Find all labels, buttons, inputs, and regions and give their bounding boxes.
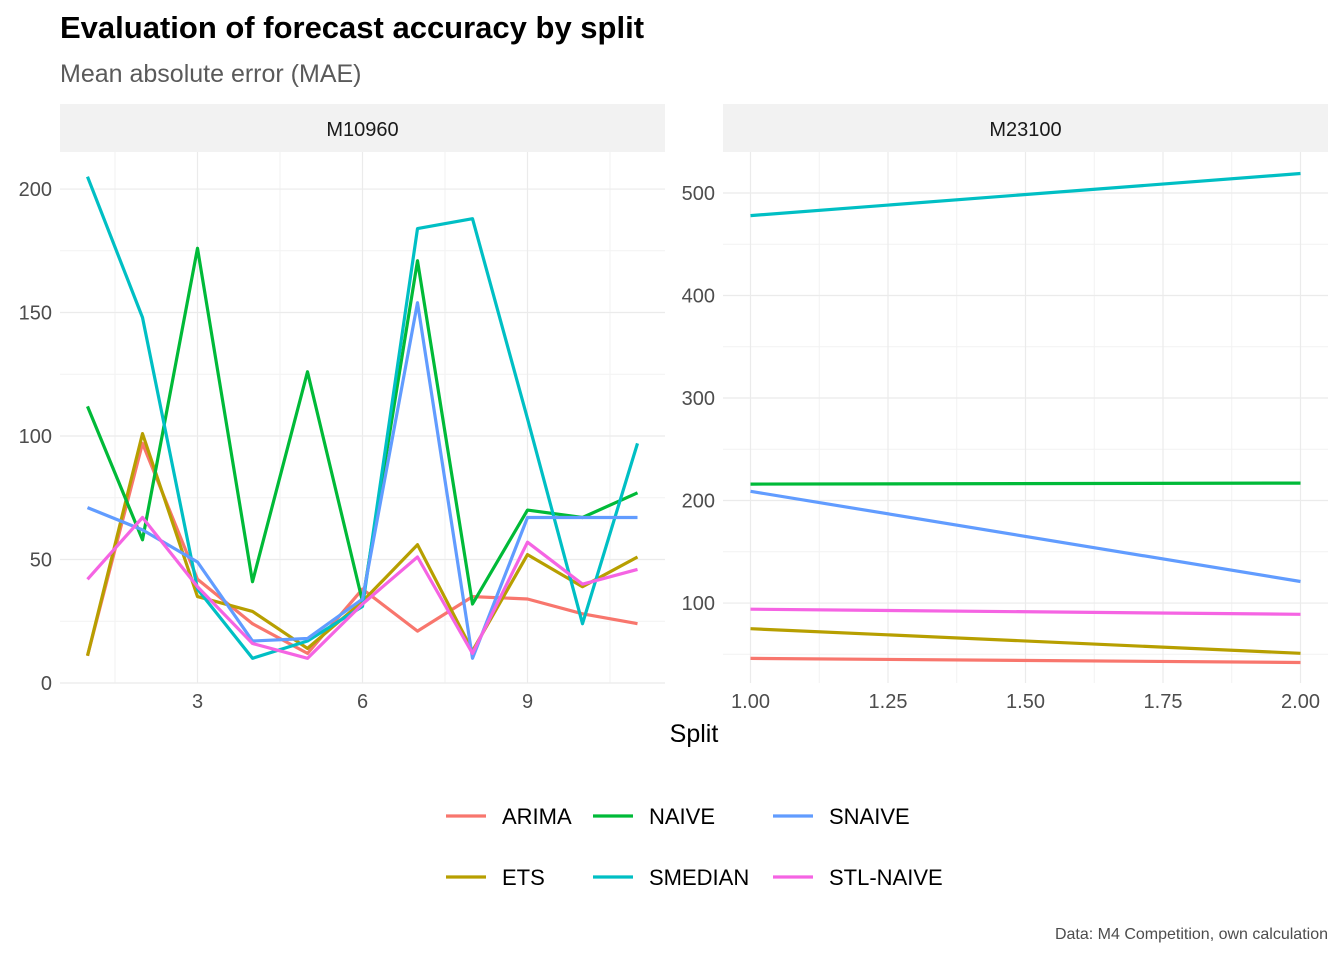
series-line-smedian — [750, 171, 1301, 218]
series-line-arima — [750, 656, 1301, 665]
y-tick-label: 0 — [41, 673, 52, 695]
legend-item: SNAIVE — [773, 804, 910, 829]
chart-subtitle: Mean absolute error (MAE) — [60, 60, 362, 88]
legend-item: STL-NAIVE — [773, 865, 943, 890]
series-line-stl-naive — [750, 607, 1301, 616]
panel-m23100: M23100 100 200 300 400 500 1.00 1.25 1.50 1.75 2.0… — [682, 104, 1328, 713]
x-tick-label: 1.75 — [1144, 691, 1183, 713]
legend-item: SMEDIAN — [593, 865, 749, 890]
legend-item: NAIVE — [593, 804, 715, 829]
legend-label: SMEDIAN — [649, 865, 749, 890]
y-tick-label: 200 — [682, 491, 715, 513]
x-tick-label: 1.50 — [1006, 691, 1045, 713]
series-line-naive — [750, 481, 1301, 486]
series-line-ets — [750, 627, 1301, 655]
x-tick-label: 9 — [522, 691, 533, 713]
y-tick-label: 150 — [19, 303, 52, 325]
y-tick-label: 200 — [19, 179, 52, 201]
x-tick-label: 6 — [357, 691, 368, 713]
y-tick-label: 500 — [682, 183, 715, 205]
legend-item: ETS — [446, 865, 545, 890]
facet-strip-label: M10960 — [326, 119, 398, 141]
x-tick-label: 3 — [192, 691, 203, 713]
legend-item: ARIMA — [446, 804, 572, 829]
legend: ARIMA NAIVE SNAIVE ETS SMEDIAN STL-NAIVE — [446, 804, 943, 890]
x-tick-label: 1.25 — [869, 691, 908, 713]
series-line-snaive — [86, 301, 638, 660]
x-axis-label: Split — [670, 720, 719, 748]
series-line-stl-naive — [86, 515, 638, 660]
y-tick-label: 400 — [682, 286, 715, 308]
facet-strip-label: M23100 — [989, 119, 1061, 141]
chart-title: Evaluation of forecast accuracy by split — [60, 10, 645, 45]
y-tick-label: 100 — [19, 426, 52, 448]
legend-label: SNAIVE — [829, 804, 910, 829]
facet-strip — [60, 104, 665, 152]
facet-strip — [723, 104, 1328, 152]
y-tick-label: 300 — [682, 388, 715, 410]
legend-label: STL-NAIVE — [829, 865, 943, 890]
y-tick-label: 50 — [30, 550, 52, 572]
legend-label: ETS — [502, 865, 545, 890]
legend-label: ARIMA — [502, 804, 572, 829]
series-line-smedian — [86, 176, 640, 660]
series-line-snaive — [750, 489, 1301, 584]
x-tick-label: 2.00 — [1281, 691, 1320, 713]
chart-caption: Data: M4 Competition, own calculation — [1054, 926, 1328, 943]
legend-label: NAIVE — [649, 804, 715, 829]
y-tick-label: 100 — [682, 593, 715, 615]
panel-m10960: M10960 0 50 100 150 200 3 6 9 — [19, 104, 665, 713]
series-line-arima — [85, 441, 638, 657]
x-tick-label: 1.00 — [731, 691, 770, 713]
